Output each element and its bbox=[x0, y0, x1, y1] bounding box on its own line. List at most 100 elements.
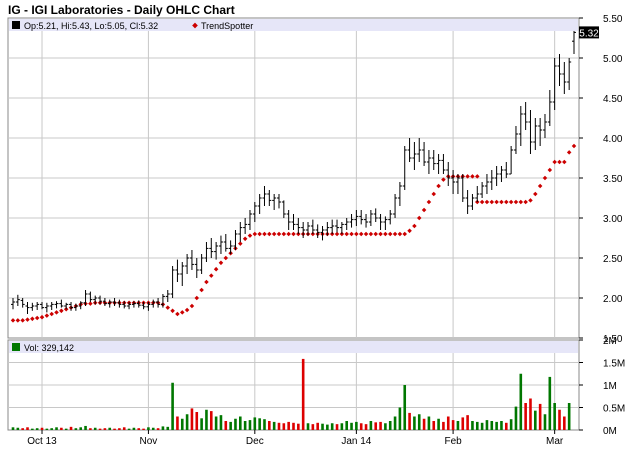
ohlc-bar bbox=[117, 299, 122, 308]
volume-bar bbox=[524, 403, 527, 430]
ohlc-bar bbox=[102, 298, 107, 306]
ohlc-bar bbox=[455, 174, 460, 194]
volume-bar bbox=[514, 406, 518, 430]
volume-tick-label: 0M bbox=[603, 426, 617, 437]
volume-bar bbox=[384, 423, 387, 430]
volume-bar bbox=[326, 424, 329, 430]
ohlc-bar bbox=[151, 299, 156, 308]
ohlc-bar bbox=[470, 194, 475, 210]
ohlc-bar bbox=[11, 298, 15, 310]
ohlc-bar bbox=[504, 162, 509, 178]
ohlc-bar bbox=[518, 106, 523, 146]
volume-bar bbox=[55, 427, 58, 430]
ohlc-bar bbox=[562, 62, 567, 94]
volume-bar bbox=[253, 417, 257, 430]
ohlc-bar bbox=[339, 222, 344, 234]
volume-bar bbox=[335, 424, 339, 430]
ohlc-bar bbox=[441, 154, 446, 174]
volume-bar bbox=[214, 416, 218, 430]
volume-bar bbox=[84, 425, 87, 430]
ohlc-bar bbox=[160, 294, 165, 308]
trendspotter-point bbox=[475, 199, 480, 205]
volume-bar bbox=[180, 418, 184, 430]
volume-bar bbox=[60, 427, 63, 430]
ohlc-bar bbox=[542, 114, 547, 138]
volume-bar bbox=[287, 421, 290, 430]
trendspotter-point bbox=[363, 231, 369, 237]
volume-bar bbox=[16, 427, 20, 430]
ohlc-bar bbox=[64, 302, 69, 310]
volume-bar bbox=[316, 422, 319, 430]
price-tick-label: 1.50 bbox=[603, 334, 623, 345]
volume-bar bbox=[427, 416, 431, 430]
ohlc-bar bbox=[412, 142, 417, 170]
volume-bar bbox=[190, 408, 194, 430]
date-axis: Oct 13 Nov Dec Jan 14 Feb Mar bbox=[27, 430, 564, 447]
volume-bar bbox=[403, 385, 407, 430]
volume-bar bbox=[345, 421, 348, 430]
volume-bar bbox=[166, 426, 170, 430]
ohlc-bar bbox=[272, 194, 277, 210]
volume-bar bbox=[548, 376, 552, 430]
trendspotter-point bbox=[213, 266, 219, 272]
volume-bar bbox=[108, 427, 112, 430]
volume-bar bbox=[209, 411, 213, 430]
ohlc-bar bbox=[20, 298, 25, 308]
volume-bar bbox=[185, 414, 189, 430]
trendspotter-point bbox=[504, 199, 509, 205]
ohlc-bar bbox=[426, 150, 431, 174]
trendspotter-point bbox=[59, 308, 64, 314]
ohlc-bar bbox=[499, 166, 504, 182]
date-tick-label: Feb bbox=[444, 436, 462, 447]
ohlc-bar bbox=[69, 302, 74, 311]
ohlc-bar bbox=[199, 254, 204, 274]
trendspotter-point bbox=[475, 174, 480, 179]
ohlc-bar bbox=[325, 222, 330, 236]
volume-bar bbox=[156, 428, 160, 430]
volume-bar bbox=[277, 422, 281, 430]
ohlc-bar bbox=[446, 162, 451, 186]
ohlc-bar bbox=[513, 126, 518, 154]
price-tick-label: 3.50 bbox=[603, 174, 623, 185]
ohlc-bar bbox=[373, 208, 378, 222]
ohlc-bar bbox=[484, 174, 489, 194]
volume-bar bbox=[219, 415, 223, 430]
ohlc-bar bbox=[557, 54, 562, 86]
ohlc-bar bbox=[49, 302, 54, 310]
volume-bar bbox=[26, 427, 29, 430]
volume-bar bbox=[446, 416, 450, 430]
volume-bar bbox=[98, 428, 102, 430]
price-tick-label: 5.50 bbox=[603, 14, 623, 25]
volume-bar bbox=[553, 403, 556, 430]
volume-bar bbox=[490, 421, 494, 430]
volume-bar bbox=[234, 418, 237, 430]
volume-bar bbox=[475, 421, 479, 430]
volume-bar bbox=[442, 421, 445, 430]
volume-bar bbox=[543, 414, 547, 430]
ohlc-bar bbox=[335, 219, 340, 233]
ohlc-bar bbox=[402, 146, 407, 190]
trendspotter-point bbox=[310, 231, 316, 237]
ohlc-bar bbox=[349, 214, 354, 228]
ohlc-bar bbox=[276, 194, 281, 209]
volume-bar bbox=[408, 412, 411, 430]
volume-bar bbox=[534, 410, 537, 430]
trendspotter-point bbox=[392, 231, 398, 237]
volume-bar bbox=[229, 421, 232, 430]
price-tick-label: 2.50 bbox=[603, 254, 623, 265]
price-axis: 1.50 2.00 2.50 3.00 3.50 4.00 4.50 5.00 5.50 bbox=[579, 14, 623, 345]
ohlc-bar bbox=[218, 235, 223, 254]
ohlc-bar bbox=[131, 301, 136, 308]
ohlc-bar bbox=[73, 303, 78, 311]
volume-bar bbox=[243, 421, 247, 430]
ohlc-bar bbox=[194, 258, 199, 278]
ohlc-bar bbox=[407, 138, 412, 162]
ohlc-bar bbox=[83, 290, 88, 306]
ohlc-bar bbox=[267, 190, 272, 206]
trendspotter-point bbox=[199, 287, 204, 293]
trendspotter-point bbox=[209, 273, 214, 278]
ohlc-bar bbox=[451, 170, 456, 194]
volume-bar bbox=[417, 414, 421, 430]
ohlc-bar bbox=[417, 138, 422, 162]
